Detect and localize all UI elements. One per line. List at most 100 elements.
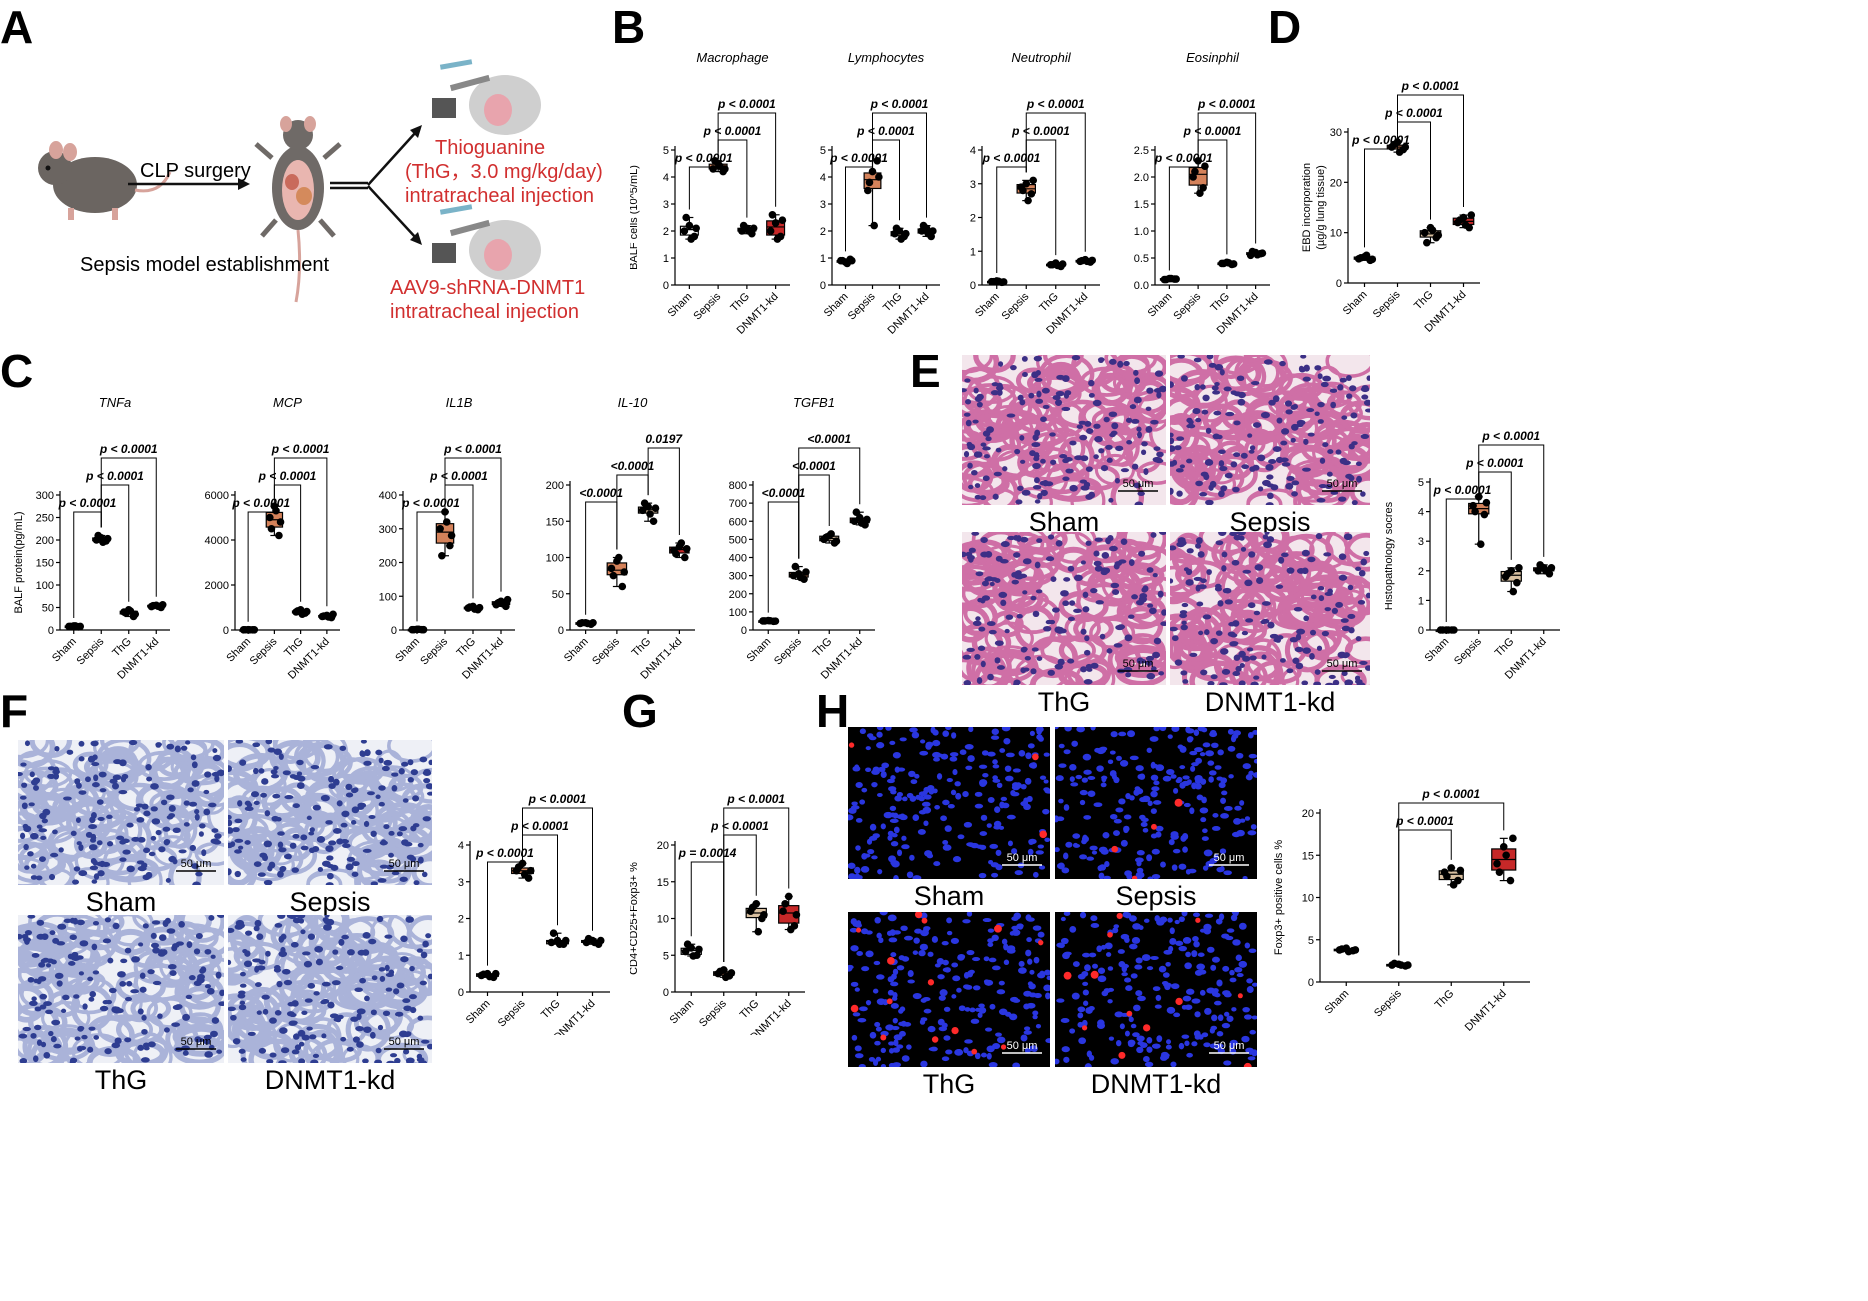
significance-bracket: p < 0.0001 xyxy=(58,496,117,618)
data-point xyxy=(727,969,736,977)
x-tick-label: Sepsis xyxy=(1371,288,1403,320)
data-point xyxy=(791,562,800,571)
data-point xyxy=(158,601,167,609)
p-value-label: p < 0.0001 xyxy=(856,124,915,138)
data-point xyxy=(1444,626,1453,634)
y-tick-label: 600 xyxy=(729,516,747,528)
p-value-label: p < 0.0001 xyxy=(1481,429,1540,443)
data-point xyxy=(442,518,451,526)
y-tick-label: 4 xyxy=(820,172,826,184)
data-point xyxy=(863,515,871,524)
data-point xyxy=(1450,626,1458,634)
scale-bar-label: 50 μm xyxy=(1214,852,1245,864)
data-point xyxy=(1344,947,1353,956)
x-tick-label: ThG xyxy=(454,636,478,660)
box-sepsis xyxy=(1468,493,1491,548)
injected-mouse-icon-1 xyxy=(432,59,541,135)
box-sepsis xyxy=(1188,157,1209,197)
significance-bracket: p < 0.0001 xyxy=(717,97,777,207)
x-tick-label: ThG xyxy=(1433,988,1457,1012)
p-value-label: p < 0.0001 xyxy=(258,469,317,483)
data-point xyxy=(760,911,768,919)
box-sham xyxy=(987,277,1008,287)
chart-histopathology-scores: Histopathology socres 0 1 2 3 4 5 Sham Sepsis ThG… xyxy=(1385,429,1560,682)
scale-bar-label: 50 μm xyxy=(1214,1040,1245,1052)
x-tick-label: Sepsis xyxy=(1452,635,1484,667)
y-axis-label: CD4+CD25+Foxp3+ % xyxy=(630,862,640,975)
y-tick-label: 150 xyxy=(546,516,564,528)
data-point xyxy=(475,603,484,612)
chart-macrophage: Macrophage BALF cells (10^5/mL) 0 1 2 3 4 5 Sham… xyxy=(630,50,790,337)
significance-bracket: p < 0.0001 xyxy=(271,442,330,607)
data-point xyxy=(721,165,729,173)
box-thg xyxy=(119,605,140,621)
box-dnmt1-kd xyxy=(849,508,871,529)
x-tick-label: Sepsis xyxy=(590,635,622,667)
significance-bracket: p < 0.0001 xyxy=(475,846,534,966)
y-tick-label: 4000 xyxy=(205,535,229,547)
p-value-label: p < 0.0001 xyxy=(1433,483,1492,497)
data-point xyxy=(267,524,276,533)
image-caption-sham: Sham xyxy=(913,881,985,911)
y-tick-label: 700 xyxy=(729,498,747,510)
data-point xyxy=(485,972,494,981)
significance-bracket: p < 0.0001 xyxy=(1384,106,1443,220)
box-sham xyxy=(575,618,597,628)
p-value-label: p < 0.0001 xyxy=(1395,814,1454,828)
y-tick-label: 5 xyxy=(1418,477,1424,489)
box-sham xyxy=(1333,944,1360,956)
data-point xyxy=(436,524,444,533)
y-tick-label: 20 xyxy=(657,840,669,852)
panel-label-g: G xyxy=(622,685,658,737)
y-tick-label: 100 xyxy=(546,553,564,565)
box-thg xyxy=(737,221,758,238)
significance-bracket: p < 0.0001 xyxy=(829,151,888,252)
significance-bracket: p < 0.0001 xyxy=(1351,133,1410,248)
significance-bracket: p < 0.0001 xyxy=(231,496,290,622)
data-point xyxy=(590,938,599,947)
data-point xyxy=(681,553,689,562)
y-tick-label: 15 xyxy=(1302,850,1314,862)
micrograph-dnmt1-kd: 50 μm xyxy=(1055,912,1257,1067)
data-point xyxy=(768,211,777,219)
panel-label-h: H xyxy=(816,685,850,737)
box-dnmt1-kd xyxy=(491,595,512,611)
y-tick-label: 4 xyxy=(970,145,976,157)
data-point xyxy=(1502,851,1510,860)
box-dnmt1-kd xyxy=(1491,834,1517,885)
y-tick-label: 3 xyxy=(458,877,464,889)
y-tick-label: 150 xyxy=(36,558,54,570)
data-point xyxy=(919,221,928,230)
chart-tgfb1: TGFB1 0 100 200 300 400 500 600 700 800 ShamSepsis… xyxy=(729,395,875,682)
micrograph-sepsis: 50 μm xyxy=(1170,355,1370,505)
chart-tnfa: TNFa BALF protein(pg/mL) 0 50 100 150 200 250 30… xyxy=(13,395,170,682)
box-sepsis xyxy=(92,531,112,547)
data-point xyxy=(1509,587,1518,596)
data-point xyxy=(1420,228,1429,237)
y-tick-label: 0 xyxy=(1336,278,1342,290)
p-value-label: p < 0.0001 xyxy=(703,124,762,138)
aav9-treatment-label: AAV9-shRNA-DNMT1 intratracheal injection xyxy=(390,277,586,323)
y-tick-label: 0 xyxy=(48,625,54,637)
p-value-label: p < 0.0001 xyxy=(510,819,569,833)
chart-title: Macrophage xyxy=(696,50,768,65)
box-dnmt1-kd xyxy=(917,221,937,241)
y-tick-label: 200 xyxy=(36,535,54,547)
data-point xyxy=(607,564,616,573)
image-caption-sham: Sham xyxy=(85,887,157,917)
significance-bracket: p < 0.0001 xyxy=(522,792,593,931)
data-point xyxy=(761,617,769,625)
chart-title: TNFa xyxy=(99,395,132,410)
data-point xyxy=(778,216,787,224)
data-point xyxy=(1390,140,1398,149)
significance-bracket: p < 0.0001 xyxy=(1183,124,1242,255)
p-value-label: p < 0.0001 xyxy=(1384,106,1443,120)
data-point xyxy=(873,157,881,165)
data-point xyxy=(748,903,757,912)
box-sepsis xyxy=(1386,959,1412,970)
y-tick-label: 0 xyxy=(663,280,669,292)
p-value-label: <0.0001 xyxy=(762,486,806,500)
